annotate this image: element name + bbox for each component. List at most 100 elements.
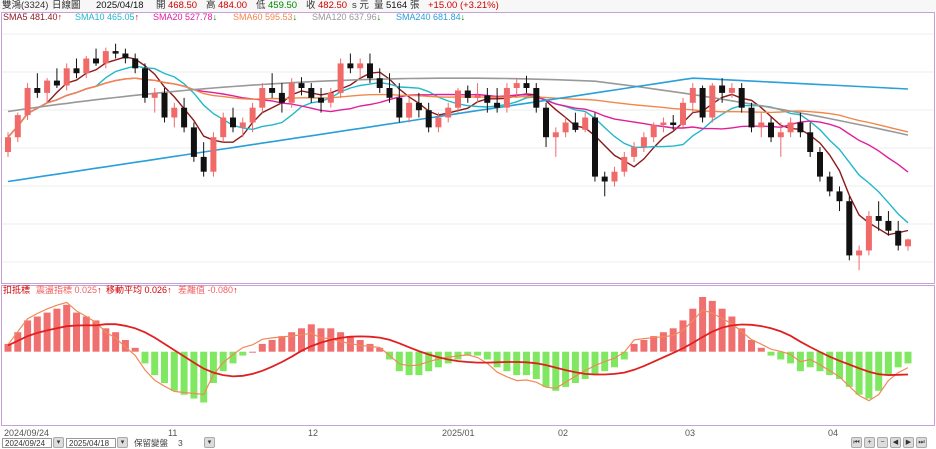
candle-body bbox=[797, 122, 804, 133]
candle-body bbox=[83, 58, 90, 74]
oscillator-bar bbox=[718, 308, 726, 352]
close-label: 收 bbox=[306, 0, 316, 11]
oscillator-bar bbox=[865, 351, 873, 399]
candle-body bbox=[367, 63, 373, 79]
candle-body bbox=[337, 63, 344, 93]
oscillator-bar bbox=[268, 340, 276, 352]
x-label-nov: 11 bbox=[168, 428, 178, 438]
candle-body bbox=[190, 127, 197, 157]
candle-body bbox=[513, 83, 520, 88]
oscillator-bar bbox=[170, 351, 178, 391]
x-label-feb: 02 bbox=[558, 428, 569, 438]
candle-body bbox=[142, 68, 148, 98]
oscillator-bar bbox=[787, 351, 795, 364]
volume-unit: 張 bbox=[410, 0, 420, 11]
candle-body bbox=[73, 68, 80, 74]
candle-body bbox=[895, 230, 902, 246]
osc-legend-title: 扣抵標 bbox=[3, 285, 31, 295]
scroll-next-icon[interactable]: ▶ bbox=[903, 437, 914, 448]
oscillator-bar bbox=[777, 351, 785, 360]
candle-body bbox=[34, 88, 41, 93]
oscillator-bar bbox=[258, 343, 266, 352]
candle-body bbox=[503, 88, 510, 108]
candle-body bbox=[660, 122, 667, 125]
oscillator-bar bbox=[395, 351, 403, 372]
oscillator-bar bbox=[464, 351, 472, 356]
signal-line bbox=[7, 323, 909, 378]
candle-body bbox=[249, 107, 256, 123]
price-panel[interactable] bbox=[1, 12, 935, 284]
oscillator-bar bbox=[112, 332, 120, 352]
oscillator-bar bbox=[591, 351, 599, 376]
candle-body bbox=[826, 176, 833, 192]
candle-body bbox=[494, 102, 501, 108]
candle-body bbox=[455, 90, 461, 108]
oscillator-bar bbox=[816, 351, 824, 372]
candle-body bbox=[220, 117, 227, 138]
candle-body bbox=[200, 156, 207, 172]
scroll-last-icon[interactable]: ⏭ bbox=[916, 437, 927, 448]
oscillator-bar bbox=[904, 351, 912, 364]
candle-body bbox=[592, 117, 598, 177]
candle-body bbox=[132, 58, 139, 69]
legend-sma120: SMA120 637.96↓ bbox=[312, 12, 382, 22]
candle-body bbox=[318, 97, 324, 103]
oscillator-bar bbox=[630, 343, 638, 352]
oscillator-bar bbox=[679, 320, 687, 352]
to-date-input[interactable]: 2025/04/18 bbox=[66, 438, 116, 448]
candle-body bbox=[474, 95, 481, 98]
candle-body bbox=[425, 110, 432, 128]
keep-value[interactable]: 3 bbox=[178, 438, 183, 448]
osc-legend-osc: 震盪指標 0.025↑ bbox=[36, 285, 102, 295]
x-label-dec: 12 bbox=[308, 428, 319, 438]
candle-body bbox=[288, 83, 295, 103]
oscillator-bar bbox=[151, 351, 159, 376]
candle-body bbox=[885, 220, 892, 231]
zoom-in-icon[interactable]: + bbox=[864, 437, 875, 448]
from-dropdown-icon[interactable]: ▾ bbox=[53, 437, 64, 448]
candle-body bbox=[435, 117, 442, 128]
oscillator-bar bbox=[92, 320, 100, 352]
oscillator-bar bbox=[581, 351, 589, 379]
candle-body bbox=[865, 216, 872, 251]
from-date-input[interactable]: 2024/09/24 bbox=[2, 438, 52, 448]
candle-body bbox=[327, 92, 334, 103]
legend-sma20: SMA20 527.78↓ bbox=[153, 12, 218, 22]
oscillator-bar bbox=[699, 297, 707, 352]
x-label-jan: 2025/01 bbox=[442, 428, 475, 438]
scroll-first-icon[interactable]: ⏮ bbox=[851, 437, 862, 448]
candle-body bbox=[357, 63, 364, 69]
oscillator-panel[interactable] bbox=[1, 285, 935, 426]
candle-body bbox=[24, 88, 31, 116]
candle-body bbox=[601, 176, 608, 182]
open-value: 468.50 bbox=[168, 0, 198, 11]
osc-legend-ma: 移動平均 0.026↑ bbox=[106, 285, 172, 295]
candle-body bbox=[728, 88, 735, 93]
oscillator-bar bbox=[33, 316, 41, 352]
candle-body bbox=[768, 122, 774, 138]
oscillator-bar bbox=[738, 328, 746, 352]
keep-label: 保留變盤 bbox=[134, 438, 169, 448]
oscillator-bar bbox=[757, 347, 765, 352]
candle-body bbox=[650, 124, 657, 138]
candle-body bbox=[562, 122, 569, 133]
oscillator-bar bbox=[884, 351, 892, 376]
oscillator-bar bbox=[219, 351, 227, 372]
oscillator-bar bbox=[73, 312, 80, 352]
candle-body bbox=[278, 92, 285, 103]
oscillator-bar bbox=[278, 336, 286, 352]
oscillator-bar bbox=[288, 332, 296, 352]
oscillator-bar bbox=[620, 351, 628, 360]
option-dropdown-icon[interactable]: ▾ bbox=[204, 437, 215, 448]
scroll-prev-icon[interactable]: ◀ bbox=[890, 437, 901, 448]
to-dropdown-icon[interactable]: ▾ bbox=[117, 437, 128, 448]
oscillator-bar bbox=[307, 324, 315, 352]
zoom-out-icon[interactable]: − bbox=[877, 437, 888, 448]
candle-body bbox=[445, 107, 452, 118]
candle-body bbox=[758, 122, 765, 128]
oscillator-bar bbox=[552, 351, 560, 391]
candle-body bbox=[836, 191, 843, 202]
candle-body bbox=[93, 58, 99, 64]
oscillator-bar bbox=[53, 308, 61, 352]
